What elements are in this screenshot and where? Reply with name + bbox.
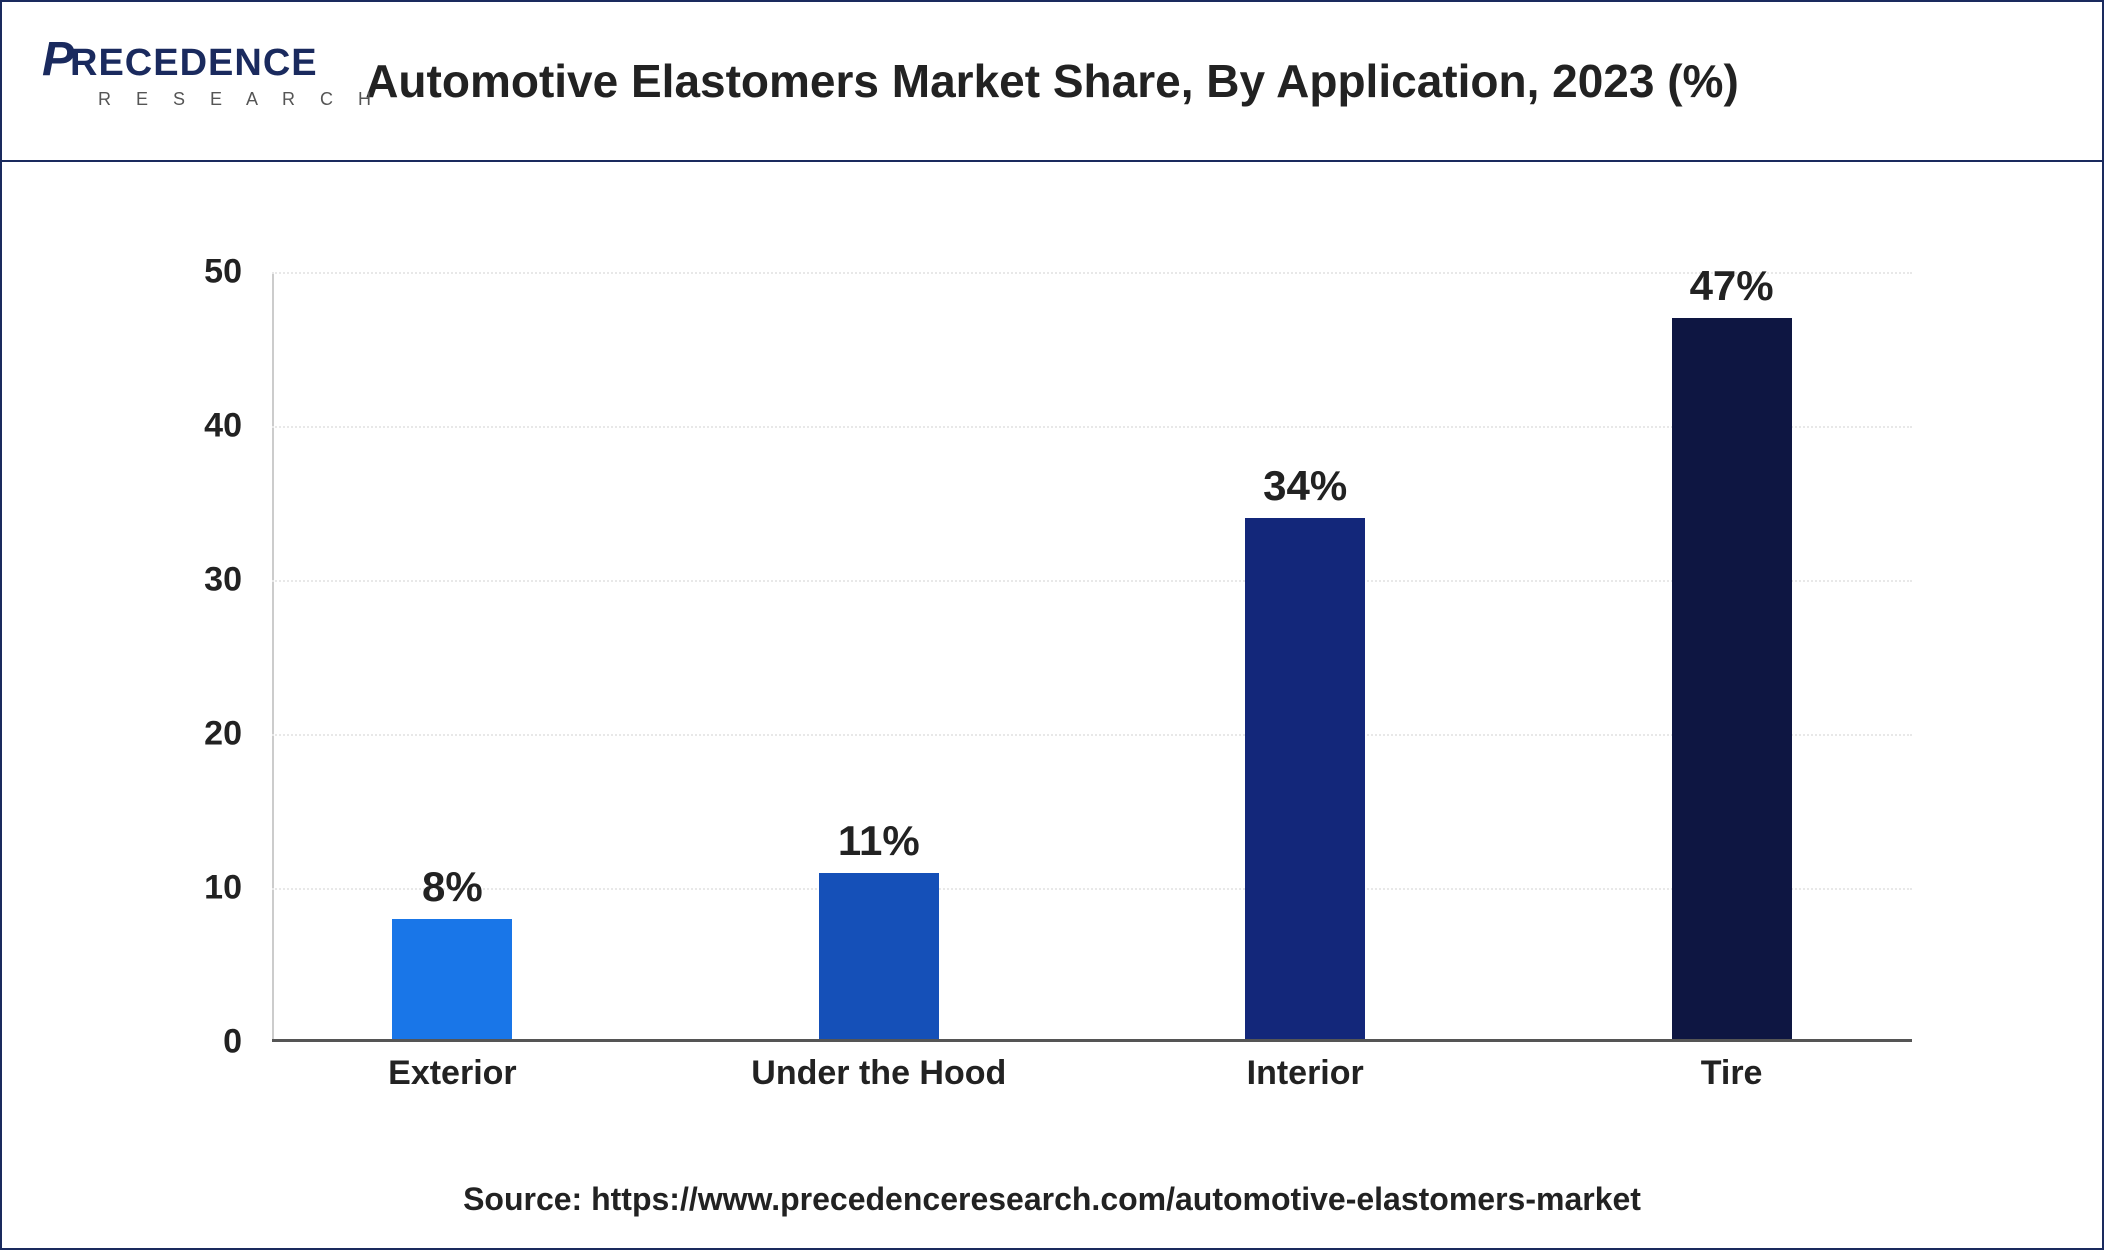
bar: 11% bbox=[819, 873, 939, 1042]
grid-line bbox=[272, 888, 1912, 890]
bar-value-label: 34% bbox=[1263, 462, 1347, 510]
y-tick-label: 30 bbox=[204, 561, 242, 600]
logo-brand-text: RECEDENCE bbox=[70, 44, 318, 82]
x-category-label: Tire bbox=[1701, 1054, 1763, 1093]
bar: 8% bbox=[392, 919, 512, 1042]
grid-line bbox=[272, 272, 1912, 274]
y-tick-label: 10 bbox=[204, 869, 242, 908]
y-axis-line bbox=[272, 272, 274, 1042]
y-tick-label: 20 bbox=[204, 715, 242, 754]
header: P RECEDENCE R E S E A R C H Automotive E… bbox=[2, 2, 2102, 162]
chart-frame: P RECEDENCE R E S E A R C H Automotive E… bbox=[0, 0, 2104, 1250]
bar-value-label: 11% bbox=[838, 817, 920, 865]
bar: 47% bbox=[1672, 318, 1792, 1042]
grid-line bbox=[272, 734, 1912, 736]
x-axis-line bbox=[272, 1039, 1912, 1042]
x-category-label: Exterior bbox=[388, 1054, 517, 1093]
bar-value-label: 8% bbox=[422, 863, 483, 911]
logo: P RECEDENCE R E S E A R C H bbox=[42, 32, 381, 110]
chart-plot-area: 01020304050 8%Exterior11%Under the Hood3… bbox=[272, 272, 1912, 1042]
y-tick-label: 0 bbox=[223, 1023, 242, 1062]
bar-value-label: 47% bbox=[1690, 262, 1774, 310]
x-category-label: Interior bbox=[1247, 1054, 1364, 1093]
source-attribution: Source: https://www.precedenceresearch.c… bbox=[2, 1181, 2102, 1218]
y-tick-label: 50 bbox=[204, 253, 242, 292]
x-category-label: Under the Hood bbox=[751, 1054, 1006, 1093]
grid-line bbox=[272, 426, 1912, 428]
logo-subtext: R E S E A R C H bbox=[98, 89, 381, 110]
y-tick-label: 40 bbox=[204, 407, 242, 446]
bar: 34% bbox=[1245, 518, 1365, 1042]
grid-line bbox=[272, 580, 1912, 582]
